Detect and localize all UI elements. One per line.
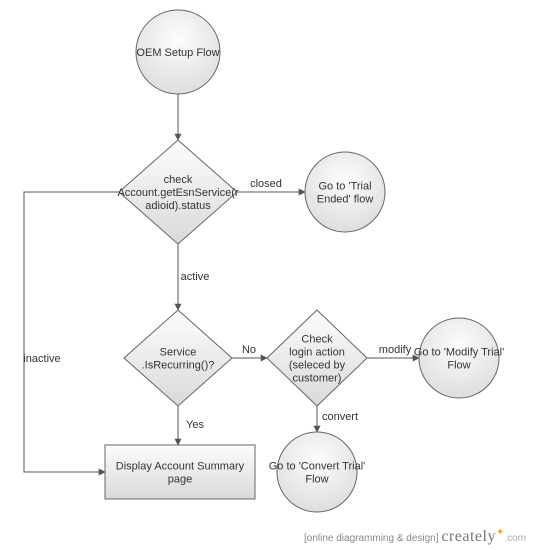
flowchart-canvas: closedactiveinactiveNoYesmodifyconvertOE…: [0, 0, 534, 550]
footer-tld: .com: [504, 533, 526, 544]
node-label: Go to 'TrialEnded' flow: [317, 180, 374, 205]
node-convert: Go to 'Convert Trial'Flow: [269, 432, 366, 512]
edge-label: active: [181, 271, 210, 283]
edge-label: convert: [322, 411, 358, 423]
node-start: OEM Setup Flow: [136, 10, 220, 94]
footer-tagline: [online diagramming & design]: [304, 533, 439, 544]
node-recurring: Service.IsRecurring()?: [124, 310, 232, 406]
footer: [online diagramming & design] creately✦.…: [304, 528, 526, 546]
node-summary: Display Account Summarypage: [105, 445, 255, 499]
node-label: OEM Setup Flow: [136, 47, 219, 59]
edge-label: Yes: [186, 419, 204, 431]
node-loginAction: Checklogin action(seleced bycustomer): [267, 310, 367, 406]
nodes: OEM Setup Flow checkAccount.getEsnService…: [105, 10, 504, 512]
edge-label: inactive: [23, 353, 60, 365]
node-modify: Go to 'Modify Trial'Flow: [414, 318, 504, 398]
edge-label: No: [242, 344, 256, 356]
node-trialEnded: Go to 'TrialEnded' flow: [305, 152, 385, 232]
footer-brand: creately: [441, 528, 496, 545]
edge-label: closed: [250, 178, 282, 190]
edges: closed active inactive No Yes modify convert: [23, 94, 419, 472]
edge: [24, 192, 119, 472]
node-checkStatus: checkAccount.getEsnService(radioid).stat…: [117, 140, 238, 244]
spark-icon: ✦: [496, 527, 504, 538]
edge-label: modify: [379, 344, 412, 356]
